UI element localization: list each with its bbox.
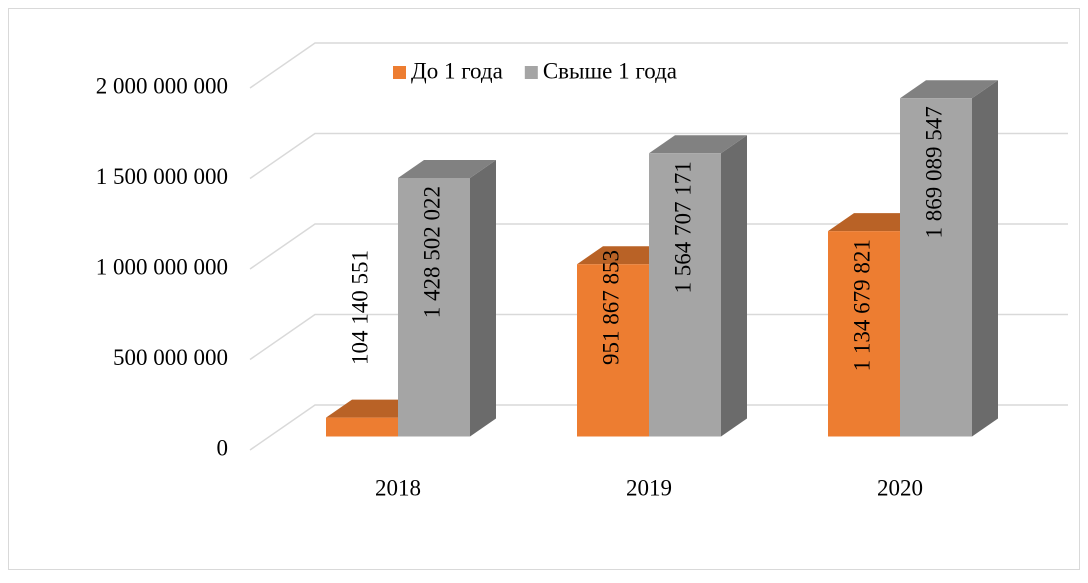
legend-swatch bbox=[393, 66, 406, 79]
y-tick-label: 2 000 000 000 bbox=[96, 73, 228, 98]
bar-side bbox=[972, 80, 998, 437]
bar bbox=[398, 159, 496, 437]
bar-front bbox=[649, 153, 721, 437]
grid-line bbox=[249, 313, 1068, 361]
bar-front bbox=[828, 231, 900, 437]
grid-line bbox=[249, 132, 1068, 180]
bar-front bbox=[577, 264, 649, 437]
grid-line bbox=[249, 223, 1068, 270]
x-tick-label: 2020 bbox=[877, 475, 923, 500]
bar-front bbox=[326, 417, 398, 437]
legend-label: До 1 года bbox=[411, 58, 503, 83]
grid-line bbox=[249, 404, 1068, 451]
y-tick-label: 500 000 000 bbox=[113, 345, 228, 370]
bar-front bbox=[900, 98, 972, 437]
legend-swatch bbox=[524, 66, 538, 79]
bar-top bbox=[398, 159, 496, 178]
bar-side bbox=[721, 135, 747, 437]
bar-front bbox=[398, 177, 470, 437]
legend-label: Свыше 1 года bbox=[543, 58, 677, 83]
y-tick-label: 1 500 000 000 bbox=[96, 164, 228, 189]
y-tick-label: 0 bbox=[217, 435, 229, 460]
x-tick-label: 2018 bbox=[375, 475, 421, 500]
grid-line bbox=[249, 42, 1068, 89]
data-label: 1 428 502 022 bbox=[419, 186, 444, 318]
bar bbox=[649, 135, 747, 437]
y-tick-label: 1 000 000 000 bbox=[96, 254, 228, 279]
bar-top bbox=[649, 135, 747, 154]
data-label: 104 140 551 bbox=[347, 250, 372, 365]
x-tick-label: 2019 bbox=[626, 475, 672, 500]
bar-top bbox=[900, 80, 998, 99]
data-label: 1 869 089 547 bbox=[921, 106, 946, 238]
data-label: 1 564 707 171 bbox=[670, 161, 695, 293]
data-label: 951 867 853 bbox=[598, 250, 623, 365]
bar-side bbox=[470, 159, 496, 437]
bar bbox=[900, 80, 998, 437]
data-label: 1 134 679 821 bbox=[849, 239, 874, 371]
